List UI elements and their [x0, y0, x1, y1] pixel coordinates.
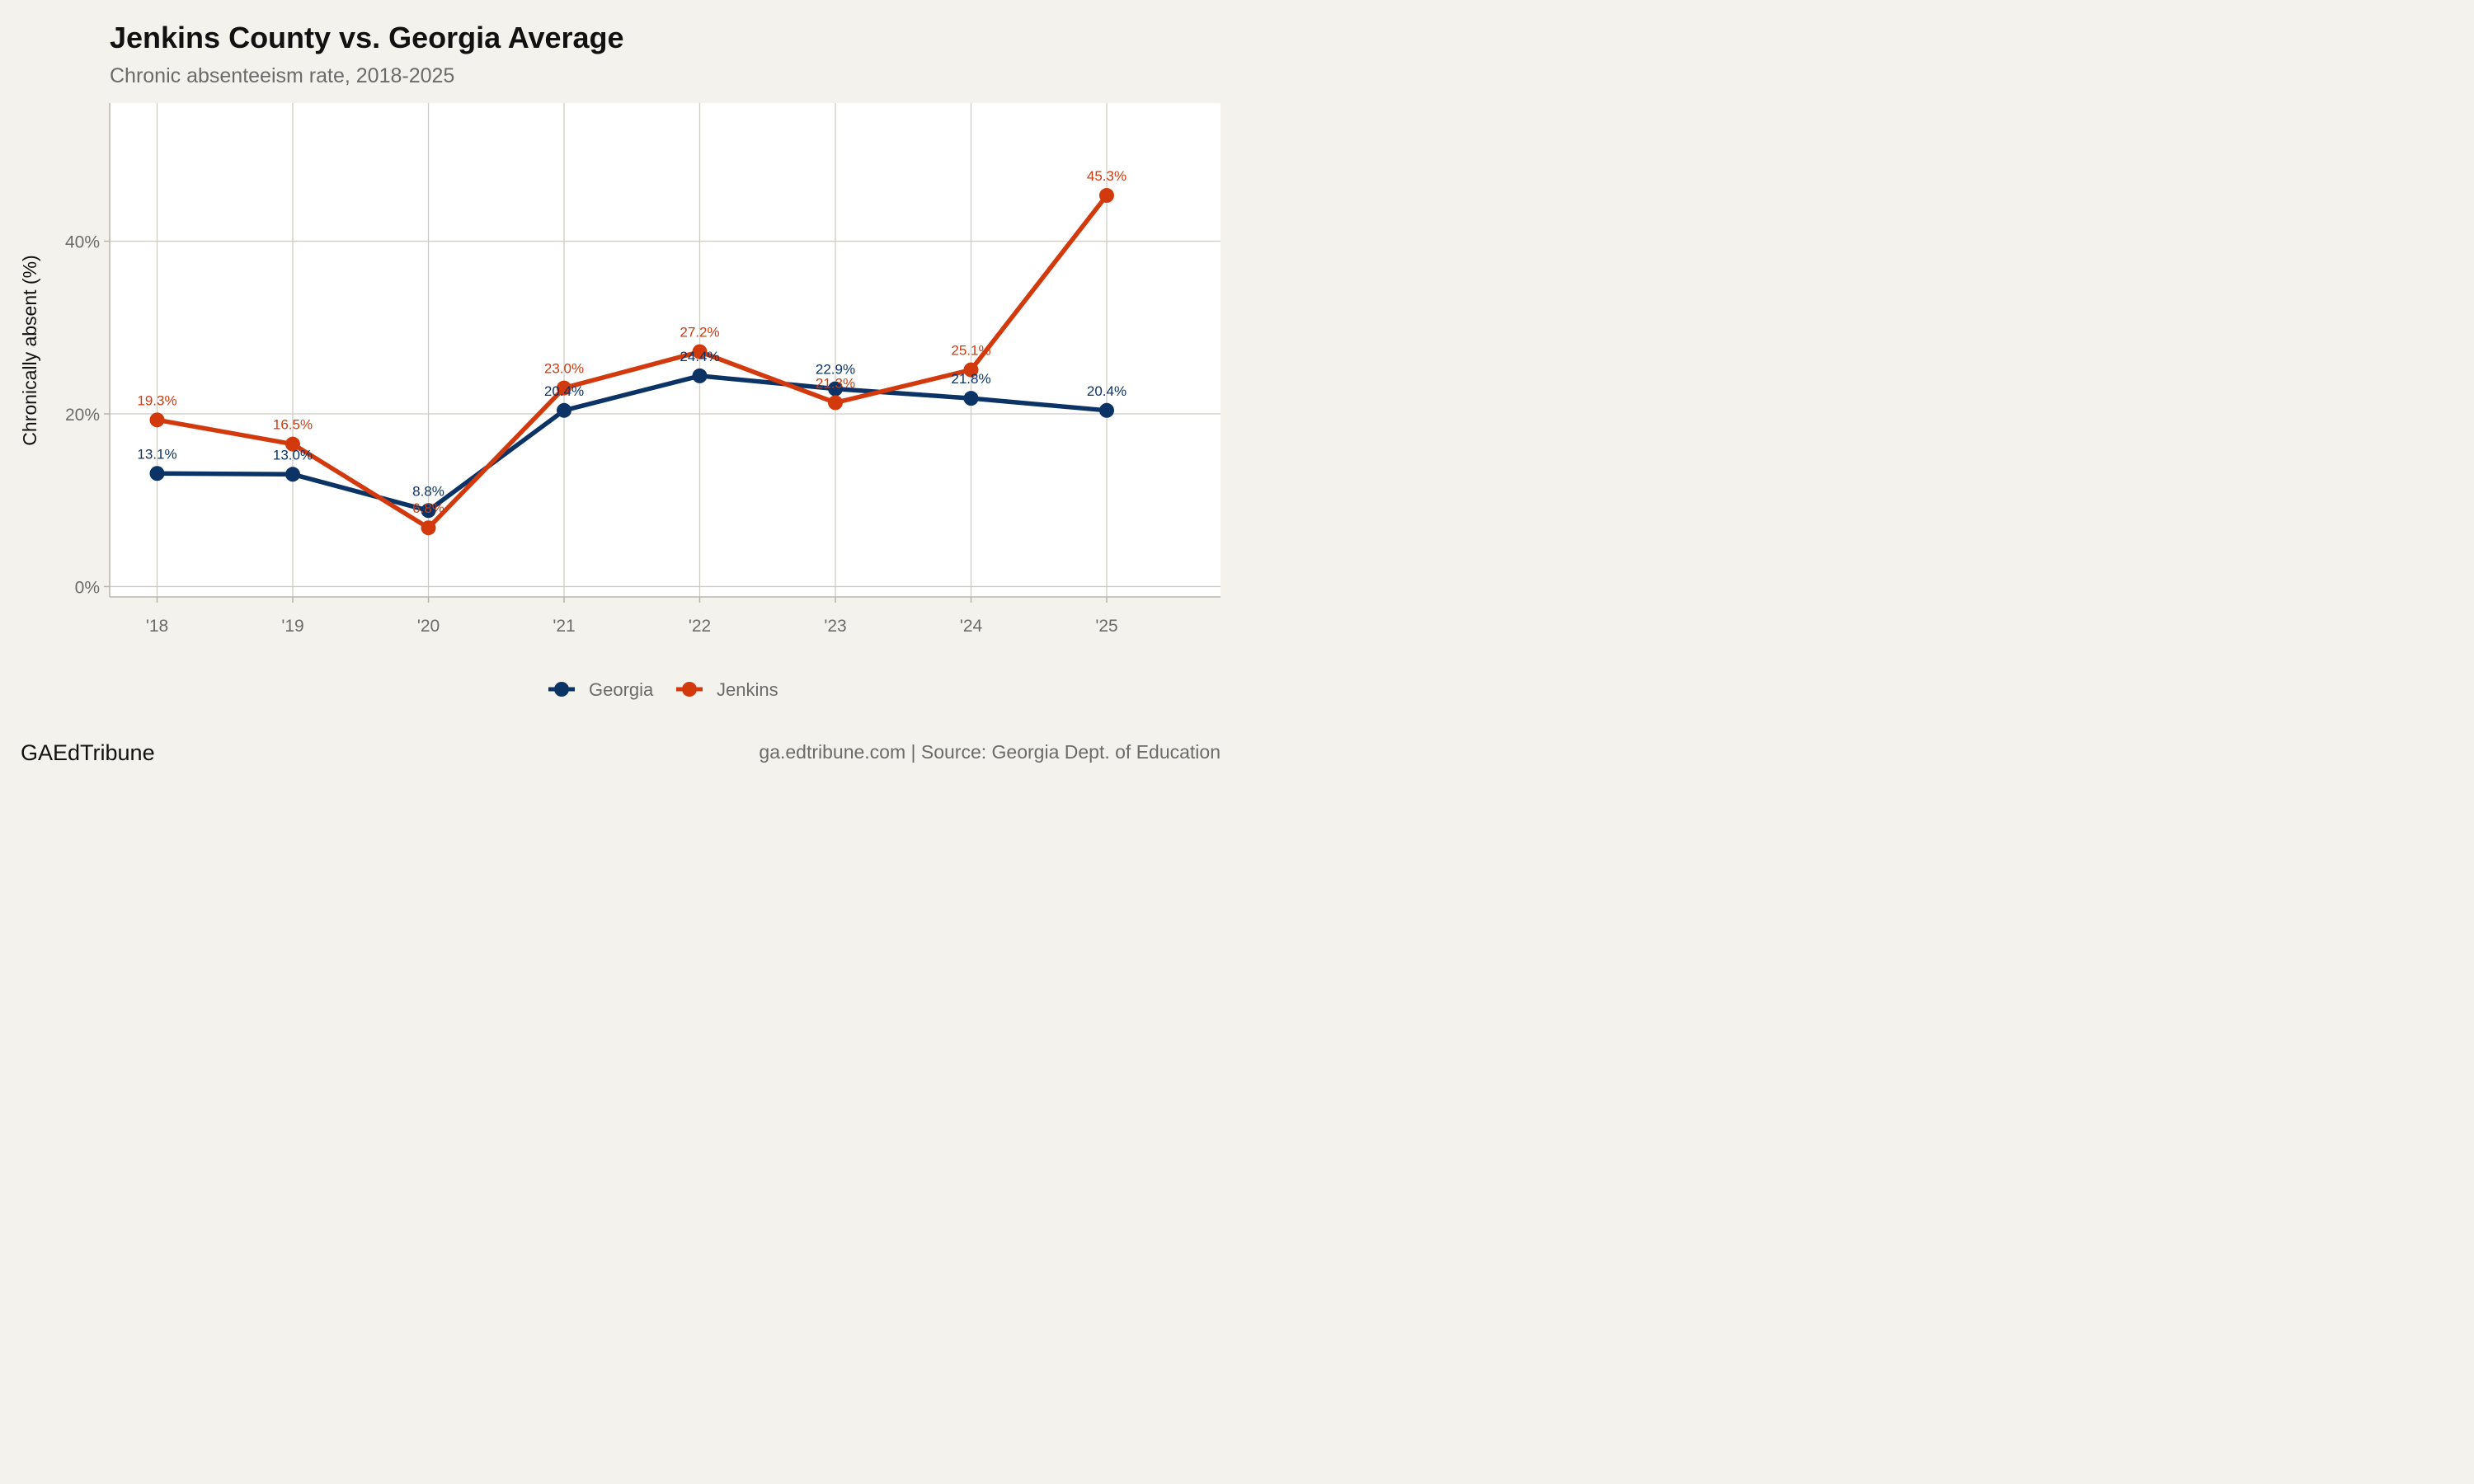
- data-labels: 13.1% 13.0% 8.8% 20.4% 24.4% 22.9% 21.8% 20.4% 1…: [137, 168, 1126, 516]
- line-chart: Jenkins County vs. Georgia Average Chron…: [19, 21, 1221, 765]
- chart-title: Jenkins County vs. Georgia Average: [110, 21, 624, 54]
- georgia-data-point: [692, 368, 708, 383]
- georgia-data-label: 21.8%: [951, 371, 990, 387]
- x-tick-label: '24: [960, 617, 983, 636]
- x-tick-label: '18: [146, 617, 168, 636]
- georgia-series-line: [154, 373, 1109, 514]
- axis-ticks: '18 '19 '20 '21 '22 '23 '24 '25 0% 20% 40%: [65, 233, 1118, 636]
- legend-jenkins-marker: [682, 682, 697, 697]
- jenkins-data-point: [149, 412, 165, 428]
- jenkins-data-point: [421, 520, 436, 536]
- jenkins-data-label: 19.3%: [137, 392, 176, 408]
- jenkins-data-point: [557, 380, 571, 396]
- x-tick-label: '25: [1095, 617, 1117, 636]
- legend: Georgia Jenkins: [548, 679, 778, 700]
- jenkins-data-point: [828, 395, 843, 411]
- legend-georgia-marker: [554, 682, 569, 697]
- georgia-data-point: [828, 381, 843, 397]
- series-group: [149, 188, 1114, 536]
- georgia-data-label: 20.4%: [1087, 383, 1126, 399]
- y-tick-label: 0%: [75, 578, 100, 597]
- georgia-data-label: 13.1%: [137, 446, 176, 462]
- jenkins-data-point: [285, 436, 300, 452]
- georgia-data-point: [557, 402, 571, 418]
- georgia-data-label: 24.4%: [680, 349, 719, 364]
- jenkins-data-label: 27.2%: [680, 325, 719, 340]
- legend-georgia-label: Georgia: [589, 679, 654, 700]
- jenkins-data-label: 25.1%: [951, 343, 990, 359]
- jenkins-data-label: 21.3%: [816, 375, 855, 391]
- chart-subtitle: Chronic absenteeism rate, 2018-2025: [110, 64, 454, 87]
- jenkins-data-label: 6.8%: [412, 500, 444, 516]
- jenkins-data-point: [692, 344, 708, 359]
- jenkins-data-point: [963, 362, 979, 378]
- georgia-data-point: [1099, 402, 1114, 418]
- x-tick-label: '19: [281, 617, 303, 636]
- y-axis-title: Chronically absent (%): [19, 255, 40, 445]
- georgia-data-point: [421, 503, 436, 519]
- jenkins-data-label: 16.5%: [273, 417, 313, 433]
- y-tick-label: 40%: [65, 233, 100, 252]
- georgia-data-label: 8.8%: [412, 483, 444, 499]
- brand-name: GAEdTribune: [21, 740, 155, 765]
- georgia-data-point: [149, 466, 165, 481]
- georgia-data-label: 22.9%: [816, 362, 855, 378]
- jenkins-data-label: 23.0%: [544, 361, 584, 377]
- jenkins-data-label: 45.3%: [1087, 168, 1126, 184]
- jenkins-data-point: [1099, 188, 1114, 204]
- y-tick-label: 20%: [65, 406, 100, 425]
- x-tick-label: '22: [689, 617, 711, 636]
- legend-jenkins-label: Jenkins: [717, 679, 778, 700]
- source-credit: ga.edtribune.com | Source: Georgia Dept.…: [759, 741, 1221, 763]
- jenkins-series-line: [154, 193, 1109, 530]
- x-tick-label: '21: [553, 617, 575, 636]
- plot-panel: [110, 103, 1221, 597]
- georgia-data-label: 13.0%: [273, 447, 313, 463]
- georgia-data-point: [285, 467, 300, 482]
- x-tick-label: '20: [417, 617, 440, 636]
- x-tick-label: '23: [824, 617, 846, 636]
- georgia-data-point: [963, 391, 979, 406]
- georgia-data-label: 20.4%: [544, 383, 584, 399]
